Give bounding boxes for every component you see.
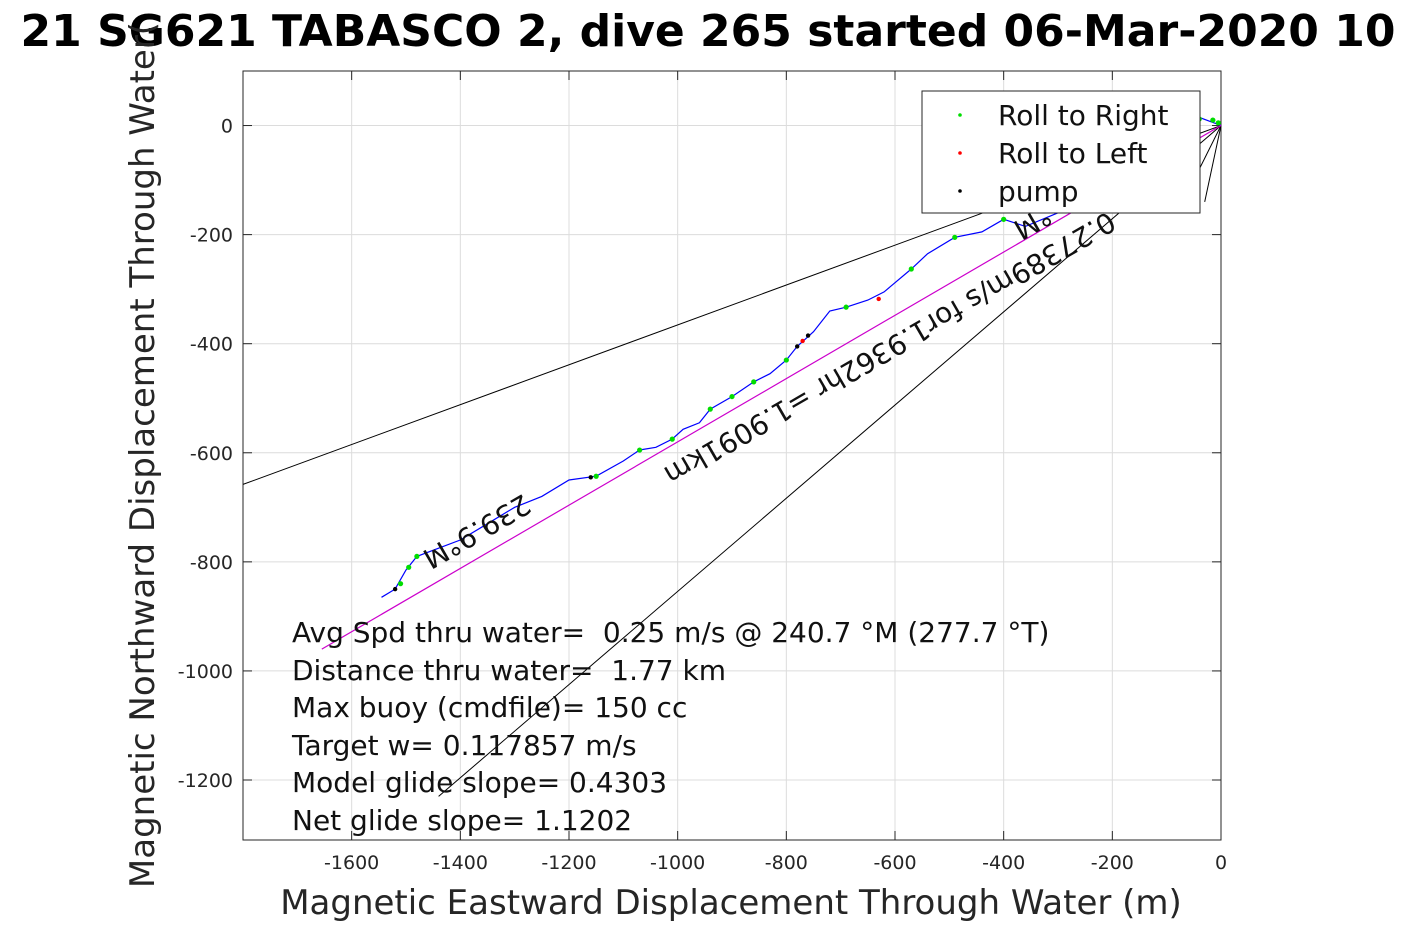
roll-right-point: [908, 266, 914, 272]
grid-lines: [243, 71, 1222, 840]
x-tick-label: -600: [873, 852, 916, 874]
legend: Roll to Right Roll to Left pump: [921, 90, 1201, 214]
roll-right-point: [783, 357, 789, 363]
x-tick-label: -1600: [324, 852, 379, 874]
roll-right-point: [729, 393, 735, 400]
legend-marker-roll-right: [958, 113, 962, 117]
legend-label-roll-left: Roll to Left: [998, 137, 1147, 170]
x-tick-label: -1000: [650, 852, 705, 874]
series-line-track: [381, 116, 1222, 598]
y-tick-label: 0: [221, 116, 233, 138]
pump-point: [588, 475, 593, 480]
roll-right-point: [406, 564, 412, 570]
y-tick-label: -1200: [178, 770, 233, 792]
reference-line: [438, 125, 1222, 797]
y-tick-label: -1000: [178, 661, 233, 683]
pump-point: [795, 344, 800, 349]
roll-left-point: [876, 296, 881, 302]
y-tick-label: -800: [190, 552, 233, 574]
annotation-avg-speed: Avg Spd thru water= 0.25 m/s @ 240.7 °M …: [292, 616, 1049, 649]
roll-right-point: [843, 304, 849, 310]
legend-marker-roll-left: [958, 151, 962, 155]
annotation-target-w: Target w= 0.117857 m/s: [291, 729, 637, 762]
rotated-label-current: 0.27389m/s for1.9362hr =1.9091km: [658, 205, 1121, 492]
y-tick-label: -400: [190, 334, 233, 356]
roll-right-point: [707, 406, 713, 412]
roll-left-point: [800, 338, 805, 344]
pump-point: [805, 333, 811, 338]
annotation-model-glide: Model glide slope= 0.4303: [292, 766, 667, 799]
x-tick-label: -1200: [541, 852, 596, 874]
annotation-net-glide: Net glide slope= 1.1202: [292, 804, 632, 837]
axis-ticks: -1600 -1400 -1200 -1000 -800 -600 -400 -200 0 0 -2…: [178, 71, 1227, 874]
legend-label-pump: pump: [998, 175, 1079, 208]
roll-right-point: [414, 553, 420, 559]
y-tick-label: -600: [190, 443, 233, 465]
y-tick-label: -200: [190, 225, 233, 247]
legend-label-roll-right: Roll to Right: [998, 99, 1169, 132]
roll-right-point: [637, 447, 643, 453]
x-tick-label: -800: [765, 852, 808, 874]
reference-line: [1204, 125, 1222, 202]
roll-right-point: [397, 581, 404, 587]
x-tick-label: -200: [1091, 852, 1134, 874]
roll-right-point: [751, 379, 757, 385]
marker-layer: [392, 116, 1221, 592]
x-tick-label: 0: [1215, 852, 1227, 874]
x-axis-label: Magnetic Eastward Displacement Through W…: [280, 883, 1182, 923]
annotation-block: Avg Spd thru water= 0.25 m/s @ 240.7 °M …: [291, 616, 1049, 837]
roll-right-point: [1215, 120, 1221, 126]
y-axis-label: Magnetic Northward Displacement Through …: [123, 22, 163, 888]
x-tick-label: -1400: [433, 852, 488, 874]
legend-box: [921, 90, 1201, 214]
pump-point: [392, 586, 398, 592]
roll-right-point: [952, 234, 958, 240]
annotation-distance: Distance thru water= 1.77 km: [292, 654, 726, 687]
x-tick-label: -400: [982, 852, 1025, 874]
plot-area-frame: [242, 70, 1222, 841]
chart-title: 21 SG621 TABASCO 2, dive 265 started 06-…: [21, 6, 1396, 57]
legend-marker-pump: [958, 189, 962, 193]
annotation-max-buoy: Max buoy (cmdfile)= 150 cc: [292, 691, 687, 724]
roll-right-point: [1001, 216, 1007, 222]
roll-right-point: [593, 473, 599, 479]
roll-right-point: [669, 436, 675, 442]
roll-right-point: [1210, 117, 1216, 123]
